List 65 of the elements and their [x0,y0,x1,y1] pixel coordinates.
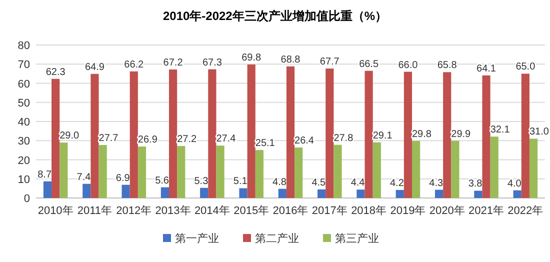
text: 4.3 [429,178,444,189]
y-tick-label: 20 [18,154,30,167]
text: 66.2 [124,59,144,70]
text: 69.8 [242,52,262,64]
legend-label: 第三产业 [335,232,379,245]
text: 8.7 [38,169,52,180]
text: 66.5 [359,58,379,70]
text: 64.9 [84,62,104,73]
text: 27.7 [98,133,118,144]
x-tick-label: 2013年 [155,205,191,217]
text: 4.0 [507,178,522,190]
text: 26.4 [294,136,314,147]
text: 7.4 [76,172,91,183]
text: 27.2 [177,134,197,145]
y-tick-label: 40 [18,116,30,128]
text: 3.8 [468,178,482,190]
text: 27.8 [334,132,354,144]
text: 67.2 [163,57,183,68]
x-tick-label: 2016年 [272,205,308,217]
chart-title: 2010年-2022年三次产业增加值比重（%） [162,9,388,23]
x-tick-label: 2021年 [468,205,504,217]
text: 29.0 [60,130,80,142]
y-tick-label: 60 [18,78,30,90]
legend-label: 第一产业 [175,232,219,245]
y-tick-label: 50 [18,97,30,110]
y-tick-label: 0 [24,193,30,205]
text: 31.0 [529,126,549,138]
text: 6.9 [116,172,130,184]
legend-label: 第二产业 [255,232,299,245]
text: 68.8 [280,54,300,66]
x-tick-label: 2010年 [38,205,74,217]
x-tick-label: 2015年 [234,205,270,217]
text: 62.3 [46,66,66,78]
y-tick-label: 80 [18,40,30,52]
text: 5.1 [233,176,248,188]
text: 27.4 [216,134,236,145]
text: 65.0 [516,62,536,73]
text: 4.8 [272,176,286,188]
text: 25.1 [255,138,275,149]
text: 29.1 [372,130,392,142]
text: 4.2 [390,178,404,189]
x-tick-label: 2020年 [429,205,465,217]
text: 32.1 [490,124,510,136]
text: 29.9 [451,128,471,140]
text: 65.8 [437,60,457,72]
x-tick-label: 2018年 [351,205,387,217]
text: 4.5 [312,177,326,188]
text: 67.3 [202,57,222,68]
x-tick-label: 2012年 [116,205,152,217]
x-tick-label: 2019年 [390,205,426,217]
y-tick-label: 70 [18,59,30,72]
text: 67.7 [320,56,340,68]
y-tick-label: 30 [18,136,30,148]
text: 4.4 [350,178,365,189]
x-tick-label: 2014年 [194,205,230,217]
text: 26.9 [138,134,158,146]
x-tick-label: 2011年 [77,205,112,217]
text: 64.1 [476,63,496,74]
text: 29.8 [412,129,432,140]
text: 5.3 [194,176,208,187]
text: 5.6 [155,175,169,186]
x-tick-label: 2017年 [312,205,348,217]
text: 66.0 [398,60,418,71]
x-tick-label: 2022年 [508,205,544,217]
y-tick-label: 10 [18,174,30,186]
